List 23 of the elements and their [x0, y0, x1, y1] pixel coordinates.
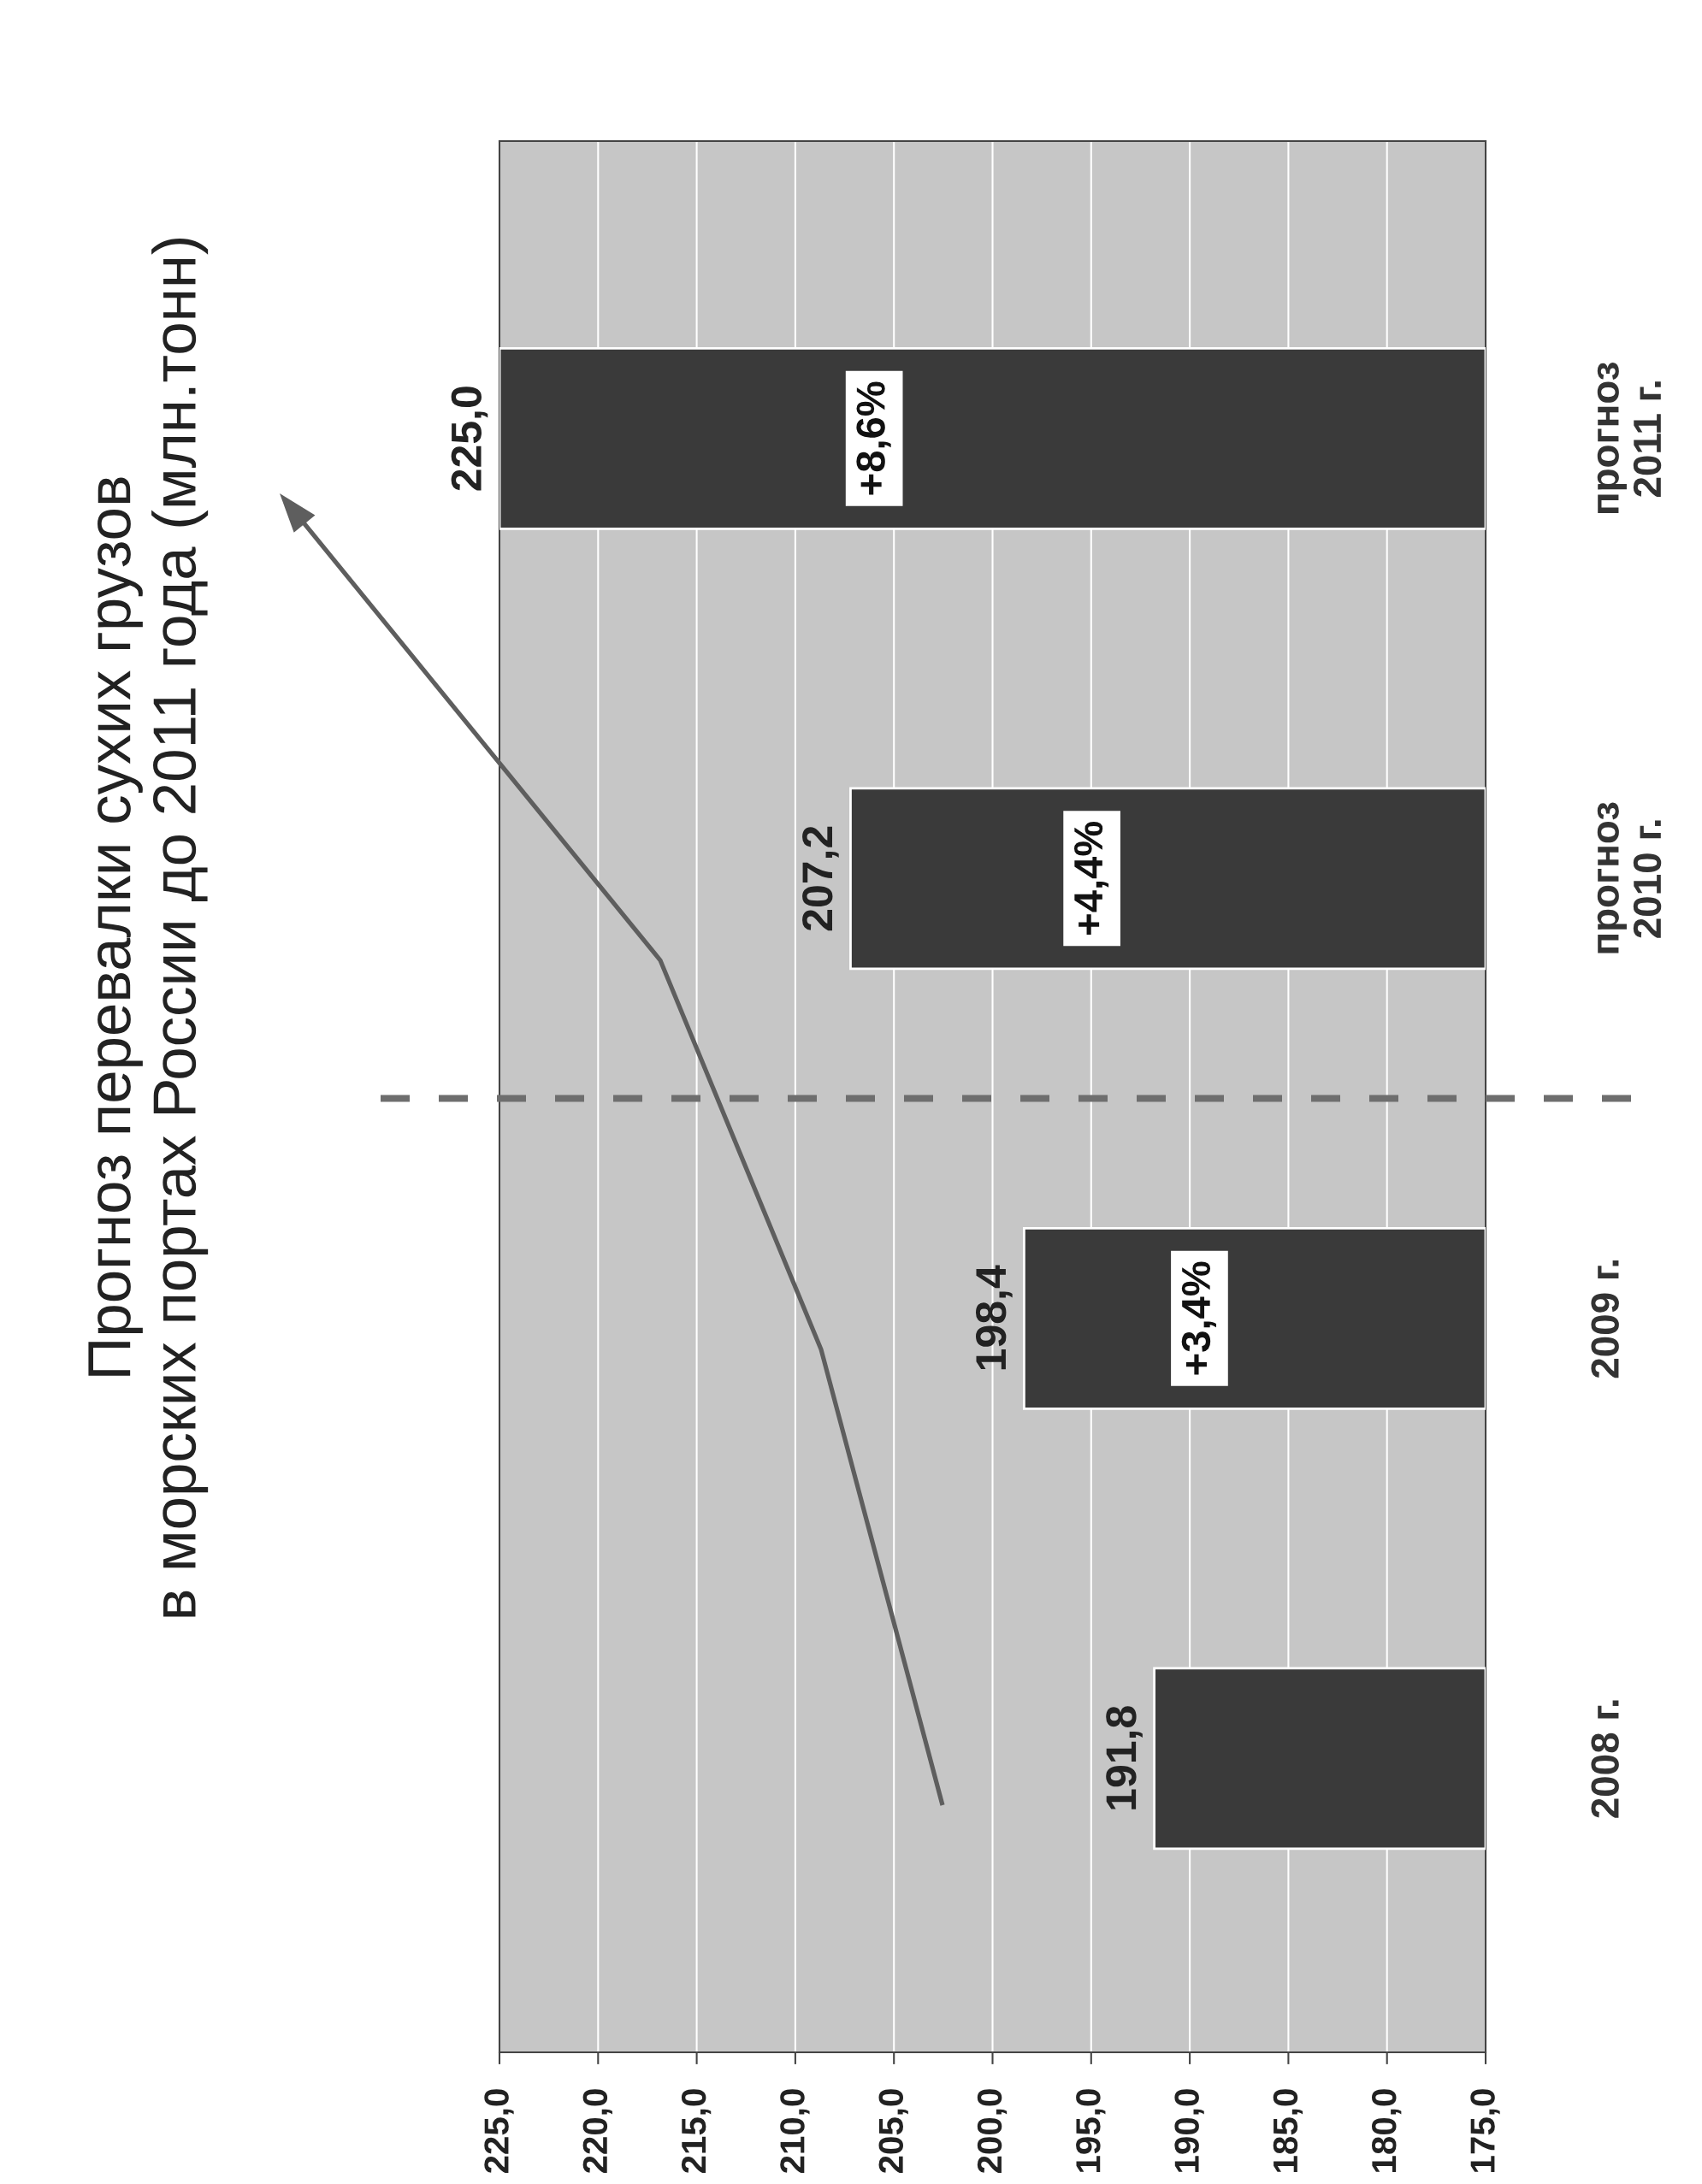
- y-tick-label: прогноз 2010 г.: [1597, 802, 1662, 953]
- y-tick-label: 2008 г.: [1591, 1700, 1619, 1818]
- annotation: +3,4%: [1181, 1261, 1216, 1375]
- x-tick-label: 175,0: [1470, 2089, 1500, 2172]
- x-tick-label: 215,0: [681, 2089, 712, 2174]
- data-label: 191,8: [1106, 1706, 1143, 1809]
- x-tick-label: 210,0: [780, 2089, 810, 2174]
- x-tick-label: 225,0: [484, 2089, 514, 2174]
- x-tick-label: 190,0: [1174, 2089, 1204, 2172]
- x-tick-label: 180,0: [1371, 2089, 1402, 2172]
- x-tick-label: 200,0: [977, 2089, 1008, 2174]
- text: Прогноз перевалки сухих грузов в морских портах России до 2011 года (млн.тонн): [88, 238, 209, 1617]
- data-label: 207,2: [802, 826, 839, 931]
- y-tick-label: прогноз 2011 г.: [1597, 363, 1662, 513]
- annotation: +8,6%: [856, 381, 891, 495]
- data-label: 225,0: [451, 387, 488, 491]
- x-tick-label: 205,0: [878, 2089, 908, 2174]
- data-label: 198,4: [976, 1265, 1013, 1370]
- x-tick-label: 195,0: [1076, 2089, 1106, 2172]
- x-tick-label: 220,0: [582, 2089, 612, 2174]
- annotation: +4,4%: [1073, 821, 1109, 935]
- x-tick-label: 185,0: [1273, 2089, 1303, 2172]
- y-tick-label: 2009 г.: [1591, 1260, 1619, 1378]
